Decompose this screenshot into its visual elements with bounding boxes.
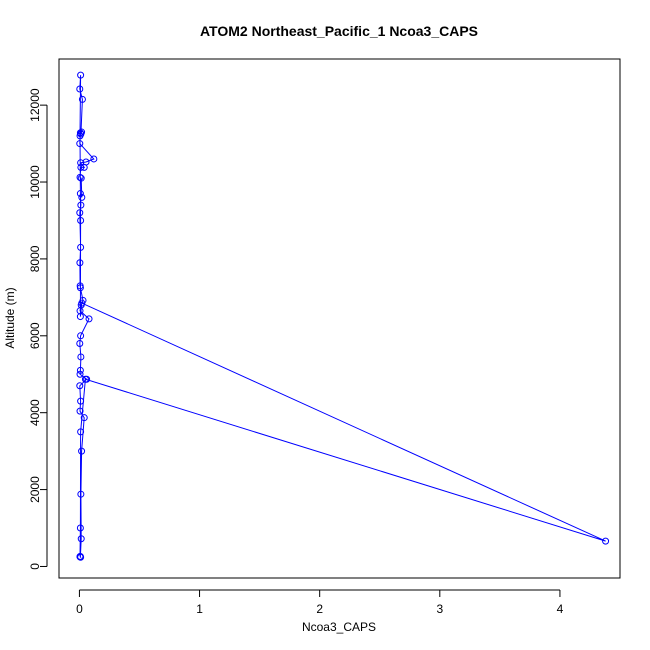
data-point-21 <box>76 282 84 290</box>
data-point-44 <box>76 313 84 321</box>
data-point-5 <box>78 447 86 455</box>
data-point-40 <box>76 85 84 93</box>
data-point-45 <box>78 299 86 307</box>
data-point-34 <box>90 155 98 163</box>
data-point-9 <box>76 382 84 390</box>
data-point-24 <box>76 209 84 217</box>
chart-title: ATOM2 Northeast_Pacific_1 Ncoa3_CAPS <box>200 23 478 39</box>
data-point-28 <box>77 174 85 182</box>
series-line-0 <box>79 75 606 559</box>
data-point-4 <box>77 490 85 498</box>
data-series <box>76 71 610 561</box>
data-point-25 <box>77 201 85 209</box>
data-point-15 <box>77 332 85 340</box>
data-point-42 <box>76 132 84 140</box>
data-point-46 <box>602 537 610 545</box>
data-point-7 <box>76 407 84 415</box>
data-point-35 <box>76 140 84 148</box>
data-point-50 <box>76 552 84 560</box>
data-point-23 <box>77 243 85 251</box>
data-point-11 <box>76 370 84 378</box>
data-point-33 <box>82 158 90 166</box>
plot-frame <box>58 58 621 579</box>
y-tick-label-3: 6000 <box>28 322 42 349</box>
data-point-13 <box>77 353 85 361</box>
data-point-39 <box>78 95 86 103</box>
data-point-8 <box>77 397 85 405</box>
data-point-29 <box>76 173 84 181</box>
data-point-26 <box>76 190 84 198</box>
x-axis-label: Ncoa3_CAPS <box>302 620 376 634</box>
x-axis: 0 1 2 3 4 <box>76 589 564 616</box>
x-tick-label-2: 2 <box>316 602 323 616</box>
data-point-43 <box>77 216 85 224</box>
data-point-32 <box>77 159 85 167</box>
y-axis: 0 2000 4000 6000 8000 10000 12000 <box>28 88 48 570</box>
data-point-16 <box>85 315 93 323</box>
data-point-6 <box>80 414 88 422</box>
x-tick-label-4: 4 <box>557 602 564 616</box>
y-tick-label-5: 10000 <box>28 165 42 199</box>
y-tick-label-1: 2000 <box>28 476 42 503</box>
data-point-41 <box>77 71 85 79</box>
data-point-47 <box>81 375 89 383</box>
data-point-14 <box>76 339 84 347</box>
y-tick-label-4: 8000 <box>28 245 42 272</box>
y-tick-label-0: 0 <box>28 563 42 570</box>
y-tick-label-2: 4000 <box>28 399 42 426</box>
x-tick-label-1: 1 <box>196 602 203 616</box>
x-tick-label-0: 0 <box>76 602 83 616</box>
y-tick-label-6: 12000 <box>28 88 42 122</box>
data-point-22 <box>76 259 84 267</box>
data-point-12 <box>76 366 84 374</box>
data-point-27 <box>78 193 86 201</box>
data-point-49 <box>76 524 84 532</box>
data-point-30 <box>77 163 85 171</box>
data-point-48 <box>77 428 85 436</box>
data-point-3 <box>77 535 85 543</box>
y-axis-label: Altitude (m) <box>3 287 17 348</box>
x-tick-label-3: 3 <box>436 602 443 616</box>
